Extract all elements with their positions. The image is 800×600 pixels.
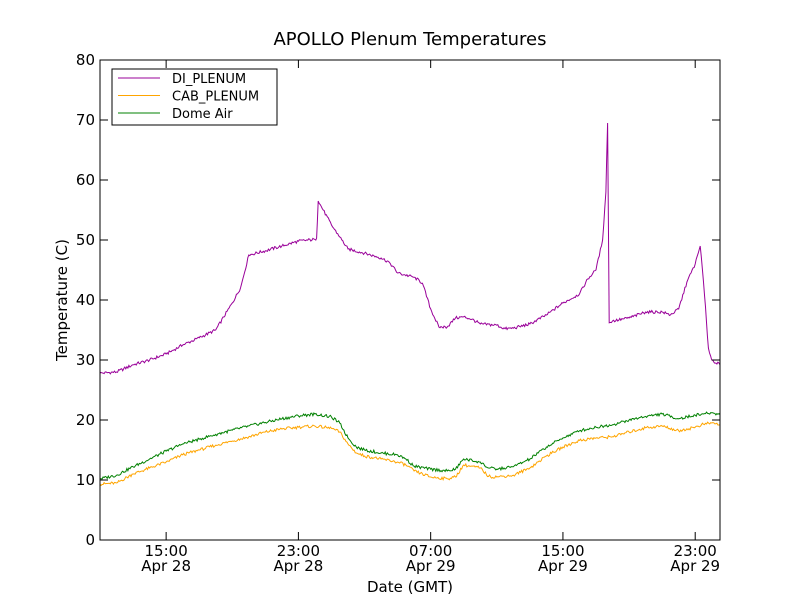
x-tick-label-time: 15:00 [145,542,188,560]
legend-label: CAB_PLENUM [172,90,259,105]
legend: DI_PLENUM CAB_PLENUM Dome Air [111,68,278,126]
y-tick-label: 70 [76,111,95,129]
series-line-cab-plenum [99,421,721,487]
x-tick-label-time: 23:00 [277,542,320,560]
series-line-dome-air [100,411,721,480]
x-tick-label-time: 15:00 [541,542,584,560]
x-axis-label: Date (GMT) [367,578,453,596]
x-tick-label-time: 07:00 [409,542,452,560]
y-tick-label: 60 [76,171,95,189]
legend-label: DI_PLENUM [172,72,246,87]
plot-frame [99,59,721,541]
x-tick-label-date: Apr 29 [406,557,456,575]
y-tick-label: 30 [76,351,95,369]
legend-label: Dome Air [172,107,233,122]
y-axis-label: Temperature (C) [53,239,71,362]
x-tick-label-time: 23:00 [674,542,717,560]
y-tick-label: 40 [76,291,95,309]
x-tick-label-date: Apr 28 [273,557,323,575]
y-tick-label: 50 [76,231,95,249]
series-line-di-plenum [99,122,721,375]
x-tick-label-date: Apr 28 [141,557,191,575]
series-layer [99,122,721,487]
y-tick-label: 0 [85,531,95,549]
y-tick-label: 80 [76,51,95,69]
y-tick-label: 10 [76,471,95,489]
x-tick-label-date: Apr 29 [538,557,588,575]
chart-title: APOLLO Plenum Temperatures [273,29,546,50]
y-tick-label: 20 [76,411,95,429]
x-tick-label-date: Apr 29 [670,557,720,575]
